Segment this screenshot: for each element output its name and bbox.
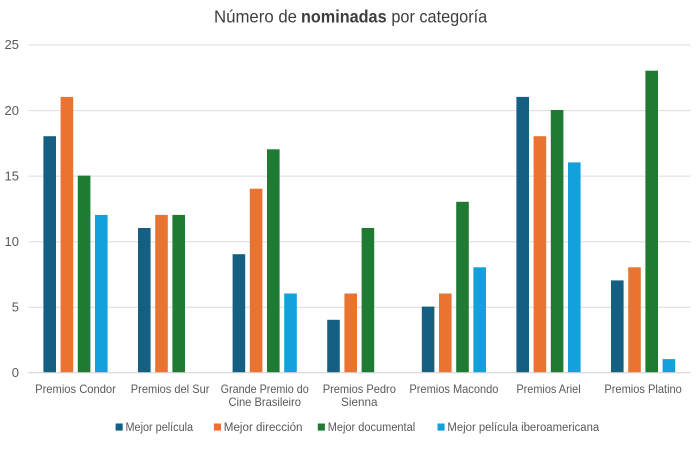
svg-text:Mejor dirección: Mejor dirección — [224, 422, 303, 434]
svg-text:Grande Premio do: Grande Premio do — [221, 382, 309, 396]
svg-text:10: 10 — [5, 234, 19, 249]
svg-text:Mejor documental: Mejor documental — [328, 422, 416, 434]
svg-text:por categoría: por categoría — [391, 6, 487, 26]
svg-text:0: 0 — [12, 365, 19, 380]
svg-text:Sienna: Sienna — [341, 395, 378, 409]
svg-text:Premios Ariel: Premios Ariel — [516, 382, 580, 396]
svg-text:Premios del Sur: Premios del Sur — [131, 382, 210, 396]
svg-text:Mejor película iberoamericana: Mejor película iberoamericana — [447, 422, 599, 434]
svg-text:15: 15 — [5, 168, 19, 183]
svg-text:Premios Condor: Premios Condor — [35, 382, 116, 396]
svg-text:25: 25 — [5, 37, 19, 52]
svg-text:Premios Macondo: Premios Macondo — [409, 382, 498, 396]
svg-text:Cine Brasileiro: Cine Brasileiro — [228, 395, 301, 409]
svg-text:5: 5 — [12, 299, 19, 314]
svg-text:Premios Pedro: Premios Pedro — [323, 382, 396, 396]
svg-text:Mejor película: Mejor película — [126, 422, 194, 434]
svg-text:nominadas: nominadas — [301, 6, 387, 26]
svg-text:20: 20 — [5, 103, 19, 118]
svg-text:Número de: Número de — [214, 6, 297, 26]
svg-text:Premios Platino: Premios Platino — [604, 382, 682, 396]
